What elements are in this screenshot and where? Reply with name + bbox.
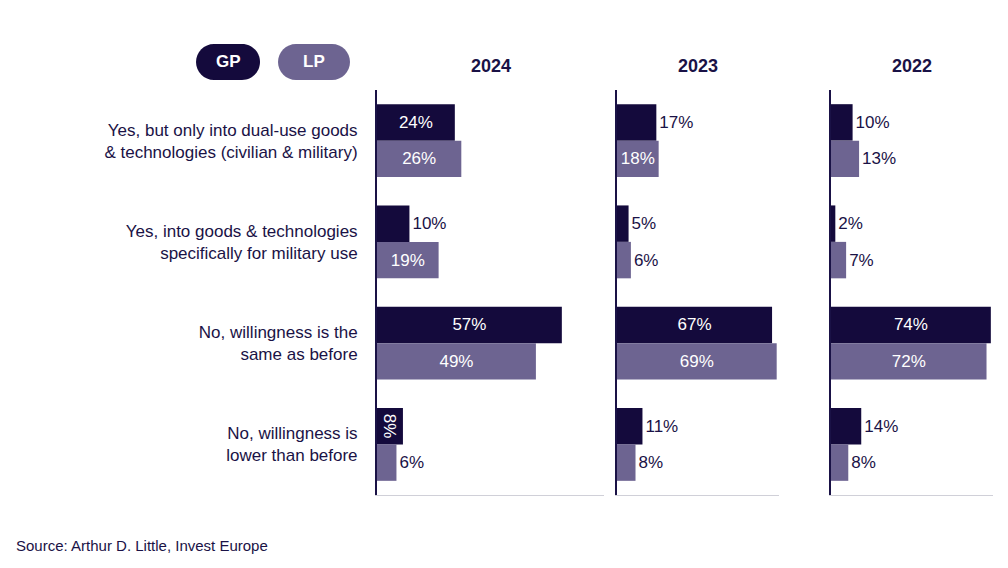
svg-text:7%: 7% <box>849 251 874 270</box>
svg-text:26%: 26% <box>402 149 436 168</box>
svg-text:24%: 24% <box>399 113 433 132</box>
svg-text:2024: 2024 <box>471 56 511 76</box>
svg-text:14%: 14% <box>864 417 898 436</box>
svg-text:5%: 5% <box>632 214 657 233</box>
svg-text:Source: Arthur D. Little, Inve: Source: Arthur D. Little, Invest Europe <box>16 537 268 554</box>
svg-text:72%: 72% <box>892 352 926 371</box>
svg-text:69%: 69% <box>680 352 714 371</box>
svg-text:6%: 6% <box>399 453 424 472</box>
svg-text:10%: 10% <box>856 113 890 132</box>
svg-text:57%: 57% <box>452 315 486 334</box>
svg-text:10%: 10% <box>412 214 446 233</box>
svg-text:49%: 49% <box>439 352 473 371</box>
svg-text:11%: 11% <box>645 417 678 436</box>
svg-text:2%: 2% <box>838 214 863 233</box>
svg-text:19%: 19% <box>391 251 425 270</box>
svg-text:18%: 18% <box>621 149 655 168</box>
svg-text:2023: 2023 <box>678 56 718 76</box>
svg-text:2022: 2022 <box>892 56 932 76</box>
svg-text:67%: 67% <box>678 315 712 334</box>
svg-text:13%: 13% <box>862 149 896 168</box>
svg-text:8%: 8% <box>851 453 876 472</box>
svg-text:Yes, but only into dual-use go: Yes, but only into dual-use goods& techn… <box>104 121 357 162</box>
svg-text:No, willingness is thesame as: No, willingness is thesame as before <box>199 323 358 364</box>
svg-text:No, willingness islower than b: No, willingness islower than before <box>226 424 357 465</box>
svg-text:17%: 17% <box>659 113 693 132</box>
svg-text:LP: LP <box>303 52 325 71</box>
svg-text:8%: 8% <box>639 453 664 472</box>
svg-text:8%: 8% <box>380 414 399 439</box>
svg-text:6%: 6% <box>634 251 659 270</box>
svg-text:Yes, into goods & technologies: Yes, into goods & technologiesspecifical… <box>126 222 358 263</box>
svg-text:74%: 74% <box>894 315 928 334</box>
svg-text:GP: GP <box>216 52 241 71</box>
